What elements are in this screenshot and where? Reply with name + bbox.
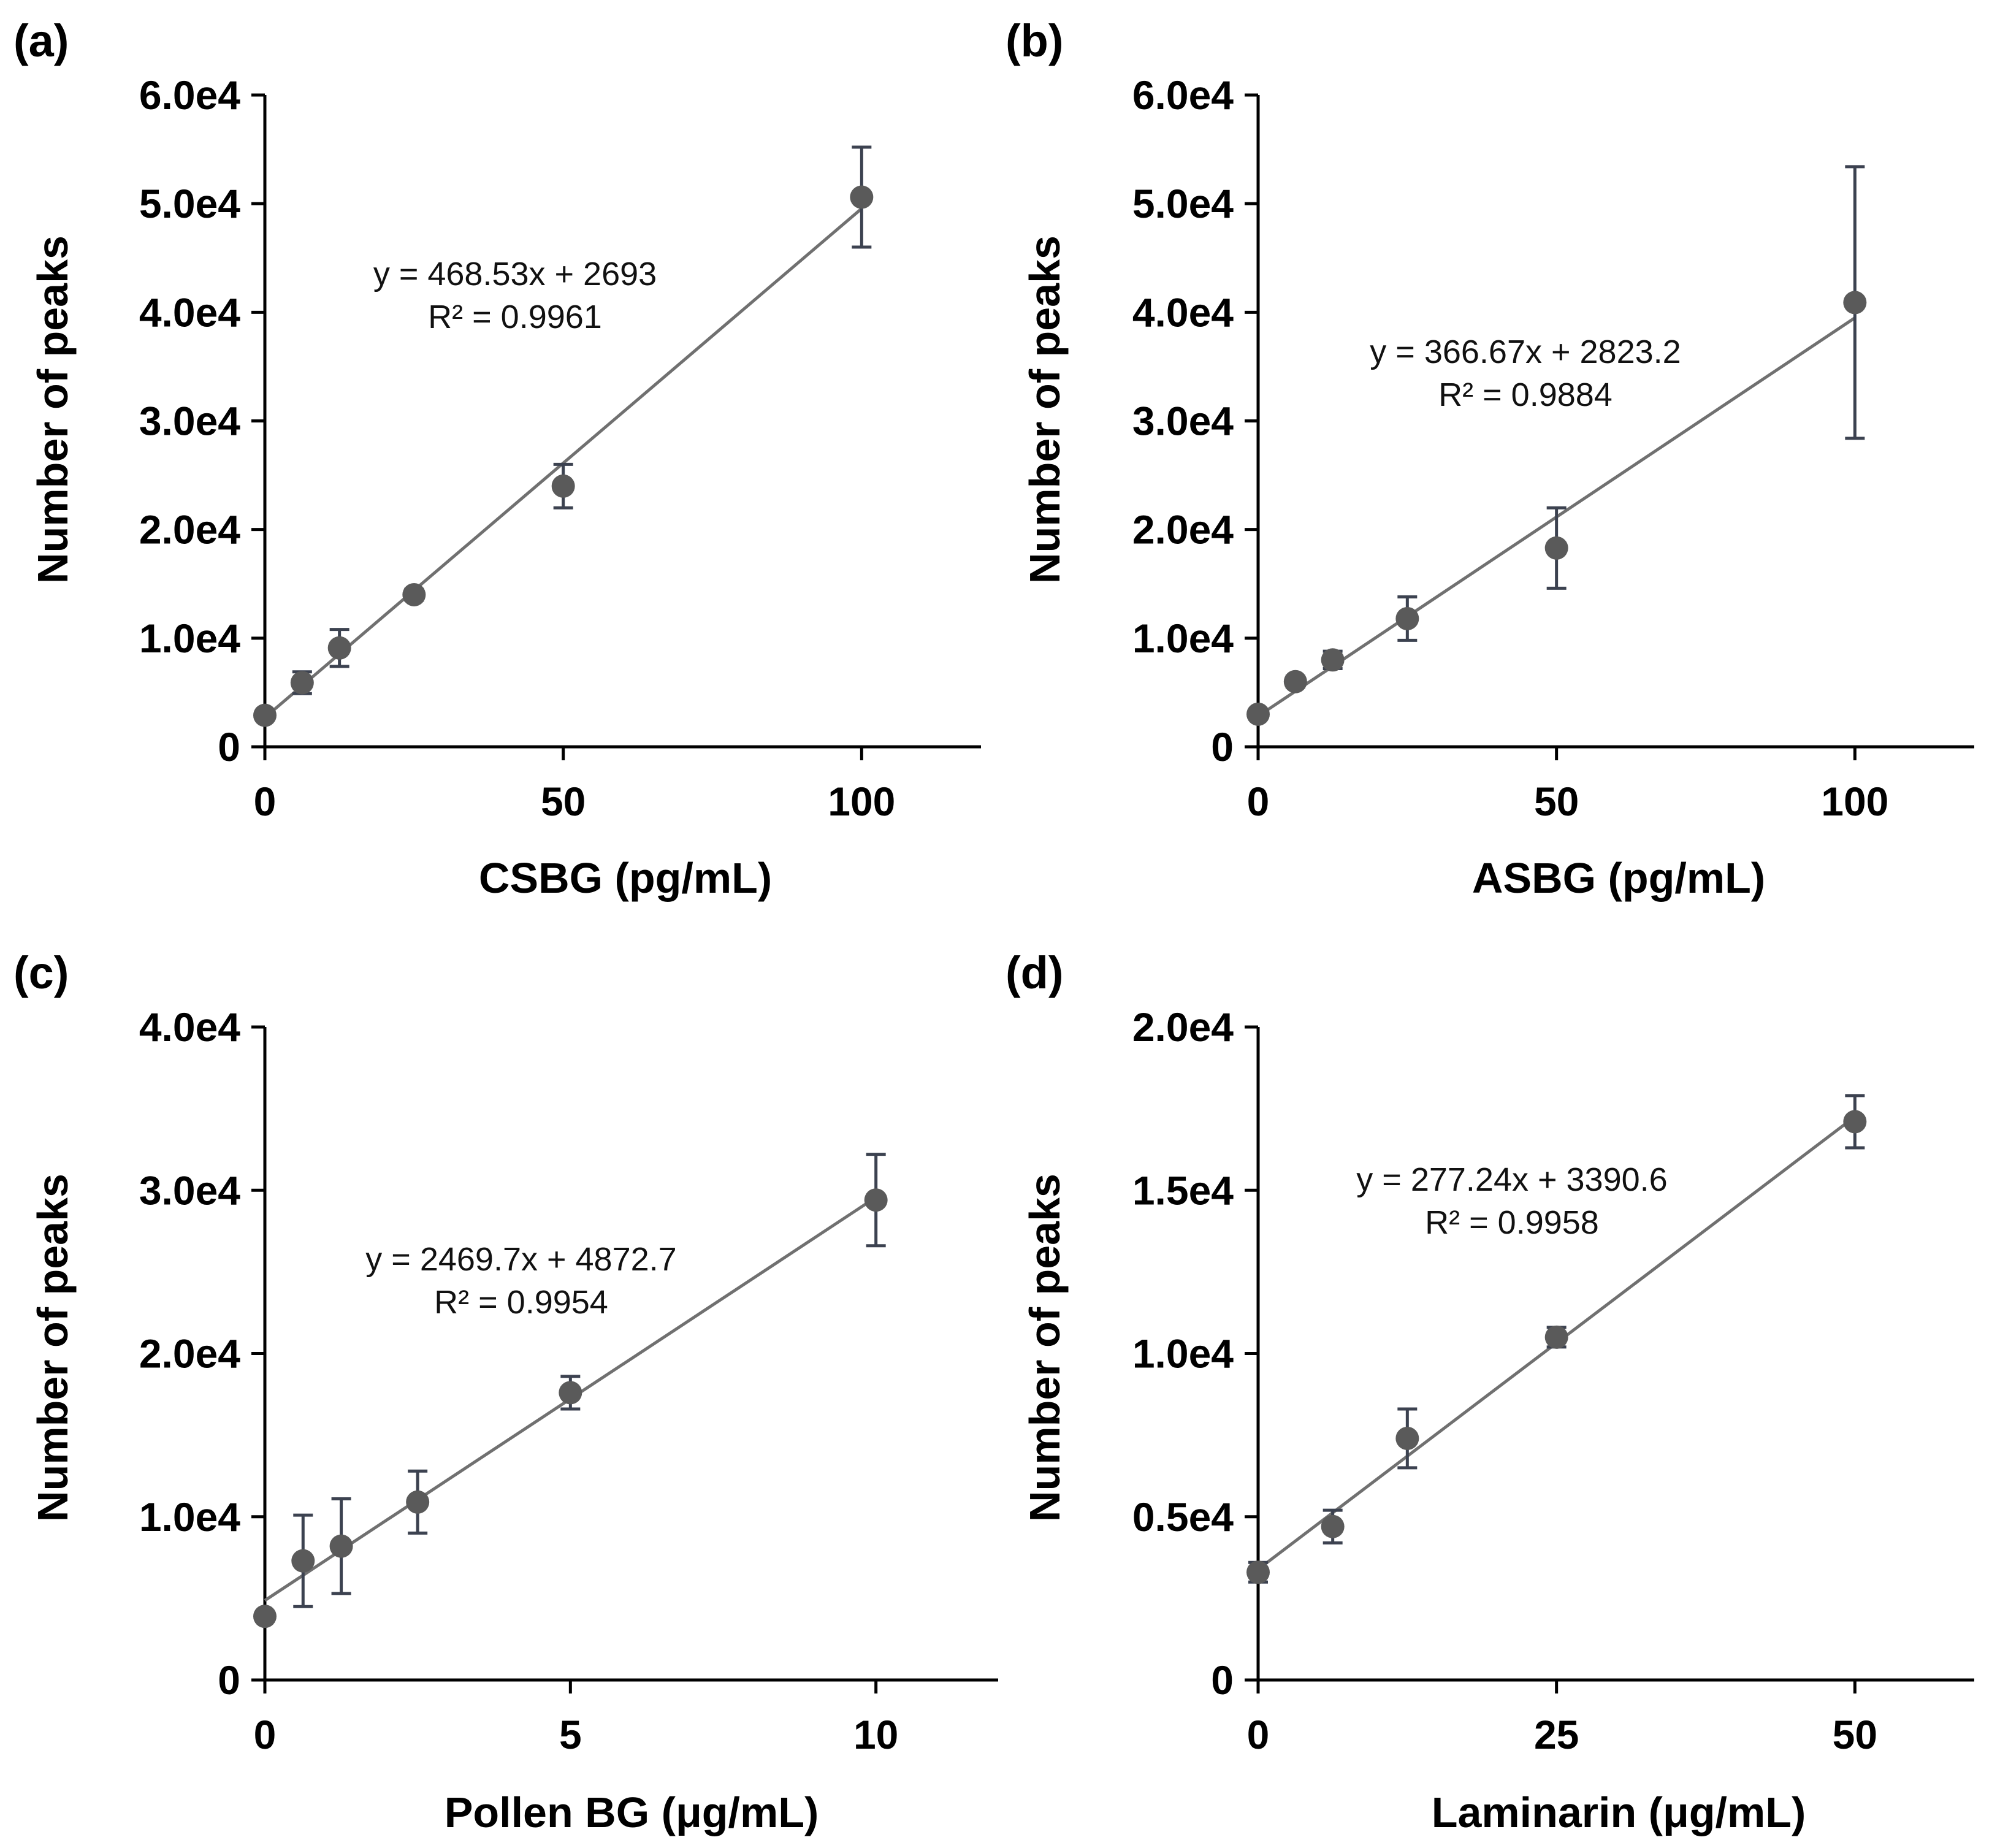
y-axis-title: Number of peaks	[1021, 1174, 1069, 1522]
data-point	[329, 1534, 353, 1558]
data-point	[406, 1490, 430, 1514]
x-axis-title: Laminarin (μg/mL)	[1432, 1789, 1806, 1836]
y-tick-label: 2.0e4	[139, 507, 240, 552]
y-tick-label: 5.0e4	[139, 181, 240, 226]
y-axis-title: Number of peaks	[29, 1174, 77, 1522]
data-point	[1321, 1514, 1345, 1538]
fit-equation: y = 366.67x + 2823.2	[1370, 334, 1681, 370]
data-point	[559, 1381, 582, 1405]
data-point	[850, 185, 874, 209]
y-tick-label: 4.0e4	[1132, 289, 1234, 335]
y-axis-title: Number of peaks	[29, 235, 77, 584]
data-point	[402, 582, 426, 606]
y-tick-label: 3.0e4	[139, 1167, 240, 1213]
y-tick-label: 2.0e4	[1132, 1004, 1234, 1050]
data-marks	[1246, 165, 1867, 726]
y-tick-label: 4.0e4	[139, 1004, 240, 1050]
fit-equation: y = 468.53x + 2693	[373, 256, 657, 292]
y-tick-label: 4.0e4	[139, 289, 240, 335]
y-tick-label: 0.5e4	[1132, 1494, 1234, 1540]
data-marks	[253, 1153, 888, 1628]
y-tick-label: 3.0e4	[1132, 399, 1234, 444]
axes: 0 1.0e4 2.0e4 3.0e4 4.0e4 5.0e4 6.0e4 0 50 100	[1132, 72, 1974, 824]
r-squared: R² = 0.9884	[1438, 376, 1613, 413]
y-tick-label: 2.0e4	[139, 1331, 240, 1376]
axes: 0 1.0e4 2.0e4 3.0e4 4.0e4 0 5 10	[139, 1004, 998, 1757]
x-tick-label: 50	[1534, 779, 1579, 824]
panel-c: (c) 0 1.0e4 2.0e4 3.0e4 4.0e4 0 5 10 y = 2469.7…	[13, 947, 998, 1836]
panel-a: (a) 0 1.0e4 2.0e4 3.0e4 4.0e4 5.0e4 6.0e4 0 50 10…	[13, 15, 981, 902]
x-tick-label: 0	[1247, 1712, 1270, 1757]
data-point	[1321, 648, 1345, 672]
x-axis-title: ASBG (pg/mL)	[1472, 854, 1765, 902]
y-tick-label: 1.0e4	[1132, 1331, 1234, 1376]
x-axis-title: Pollen BG (μg/mL)	[445, 1789, 819, 1836]
panel-d: (d) 0 0.5e4 1.0e4 1.5e4 2.0e4 0 25 50 y = 277.2…	[1006, 947, 1974, 1836]
panel-label: (d)	[1006, 947, 1064, 998]
x-tick-label: 50	[1833, 1712, 1877, 1757]
data-point	[864, 1188, 888, 1212]
data-point	[1246, 1560, 1270, 1584]
r-squared: R² = 0.9958	[1425, 1204, 1599, 1241]
y-tick-label: 0	[1211, 1657, 1234, 1703]
data-point	[1843, 1110, 1867, 1134]
y-tick-label: 5.0e4	[1132, 181, 1234, 226]
x-tick-label: 10	[853, 1712, 898, 1757]
data-point	[1544, 536, 1568, 560]
y-tick-label: 6.0e4	[1132, 72, 1234, 118]
panel-label: (b)	[1006, 15, 1064, 66]
data-point	[290, 671, 314, 695]
x-tick-label: 0	[254, 1712, 277, 1757]
data-point	[253, 703, 277, 727]
x-tick-label: 25	[1534, 1712, 1579, 1757]
y-axis-title: Number of peaks	[1021, 235, 1069, 584]
x-axis-title: CSBG (pg/mL)	[479, 854, 772, 902]
y-tick-label: 1.0e4	[139, 1494, 240, 1540]
fit-equation: y = 2469.7x + 4872.7	[365, 1241, 676, 1278]
x-tick-label: 0	[254, 779, 277, 824]
data-marks	[1246, 1094, 1867, 1584]
x-tick-label: 5	[559, 1712, 582, 1757]
y-tick-label: 3.0e4	[139, 399, 240, 444]
data-marks	[253, 145, 874, 727]
data-point	[1283, 670, 1307, 693]
x-tick-label: 100	[828, 779, 895, 824]
data-point	[1246, 702, 1270, 726]
r-squared: R² = 0.9954	[434, 1284, 608, 1321]
x-tick-label: 50	[541, 779, 586, 824]
y-tick-label: 0	[218, 724, 240, 769]
x-tick-label: 100	[1821, 779, 1888, 824]
y-tick-label: 1.5e4	[1132, 1167, 1234, 1213]
y-tick-label: 1.0e4	[1132, 616, 1234, 661]
r-squared: R² = 0.9961	[428, 299, 602, 335]
data-point	[253, 1605, 277, 1628]
fit-equation: y = 277.24x + 3390.6	[1356, 1161, 1667, 1198]
y-tick-label: 6.0e4	[139, 72, 240, 118]
axes: 0 0.5e4 1.0e4 1.5e4 2.0e4 0 25 50	[1132, 1004, 1974, 1757]
axes: 0 1.0e4 2.0e4 3.0e4 4.0e4 5.0e4 6.0e4 0 50 100	[139, 72, 981, 824]
data-point	[291, 1549, 315, 1573]
y-tick-label: 1.0e4	[139, 616, 240, 661]
panel-b: (b) 0 1.0e4 2.0e4 3.0e4 4.0e4 5.0e4 6.0e4 0 50 10…	[1006, 15, 1974, 902]
data-point	[327, 636, 351, 660]
panel-label: (c)	[13, 947, 69, 998]
data-point	[1544, 1325, 1568, 1349]
data-point	[1843, 291, 1867, 315]
data-point	[551, 474, 575, 498]
panel-label: (a)	[13, 15, 69, 66]
x-tick-label: 0	[1247, 779, 1270, 824]
data-point	[1395, 1426, 1419, 1450]
y-tick-label: 2.0e4	[1132, 507, 1234, 552]
y-tick-label: 0	[1211, 724, 1234, 769]
data-point	[1395, 606, 1419, 630]
y-tick-label: 0	[218, 1657, 240, 1703]
